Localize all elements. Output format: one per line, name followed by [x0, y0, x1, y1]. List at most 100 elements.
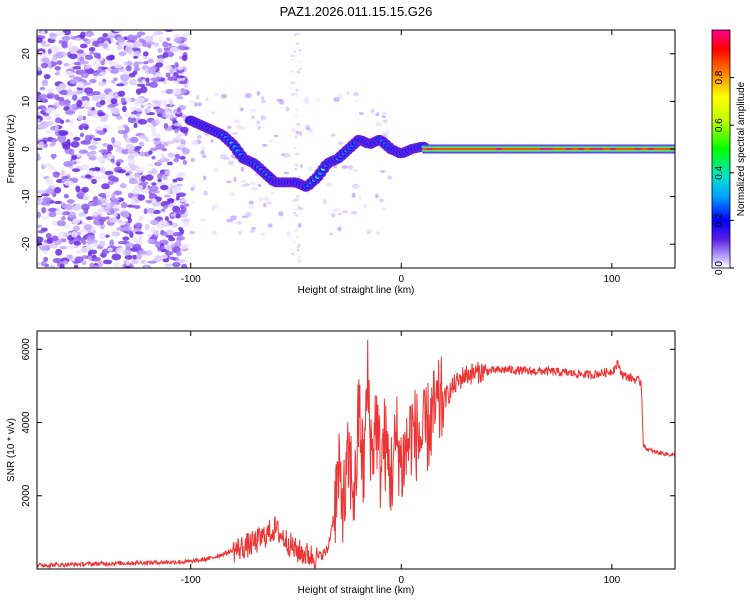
spectrogram-noise-blob — [95, 125, 103, 131]
spectrogram-noise-blob — [248, 200, 254, 205]
spectrogram-noise-blob — [127, 192, 133, 199]
spectrogram-noise-blob — [99, 99, 106, 106]
spectrogram-band-peak — [540, 148, 547, 150]
spectrogram-noise-blob — [159, 157, 169, 162]
spectrogram-noise-blob — [135, 88, 142, 95]
spectrogram-noise-blob — [190, 99, 195, 104]
spectrogram-noise-blob — [165, 140, 175, 145]
spectrogram-noise-blob — [116, 220, 123, 224]
spectrogram-noise-blob — [102, 259, 113, 265]
spectrogram-noise-blob — [93, 137, 102, 142]
spectrogram-noise-blob — [291, 70, 295, 73]
spectrogram-noise-blob — [110, 98, 118, 105]
spectrogram-noise-blob — [176, 107, 181, 113]
spectrogram-noise-blob — [46, 94, 53, 99]
spectrogram-noise-blob — [140, 175, 146, 182]
spectrogram-noise-blob — [160, 254, 168, 260]
spectrogram-noise-blob — [267, 223, 273, 228]
spectrogram-y-tick-label: 0 — [21, 146, 32, 152]
spectrogram-noise-blob — [134, 99, 139, 107]
spectrogram-noise-blob — [60, 119, 65, 124]
spectrogram-noise-blob — [249, 229, 255, 233]
spectrogram-y-tick-label: 10 — [21, 95, 32, 107]
spectrogram-noise-blob — [42, 163, 53, 168]
spectrogram-noise-blob — [73, 241, 82, 246]
spectrogram-noise-blob — [155, 76, 162, 81]
spectrogram-noise-blob — [120, 201, 128, 209]
spectrogram-noise-blob — [220, 93, 228, 99]
spectrogram-noise-blob — [37, 111, 41, 116]
spectrogram-noise-blob — [63, 160, 74, 167]
spectrogram-y-tick-label: -20 — [21, 237, 32, 252]
spectrogram-noise-blob — [129, 136, 139, 143]
spectrogram-band-peak — [609, 148, 616, 150]
spectrogram-noise-blob — [119, 183, 127, 189]
spectrogram-noise-blob — [261, 143, 268, 147]
spectrogram-noise-blob — [117, 169, 127, 174]
spectrogram-noise-blob — [63, 62, 70, 67]
spectrogram-noise-blob — [147, 260, 157, 264]
spectrogram-noise-blob — [92, 211, 99, 217]
spectrogram-noise-blob — [156, 58, 165, 64]
figure-title: PAZ1.2026.011.15.15.G26 — [280, 4, 433, 19]
spectrogram-noise-blob — [347, 165, 353, 171]
spectrogram-noise-blob — [43, 256, 49, 262]
spectrogram-noise-blob — [113, 30, 124, 33]
spectrogram-noise-blob — [78, 212, 86, 217]
spectrogram-noise-blob — [152, 121, 157, 127]
spectrogram-noise-blob — [66, 254, 73, 259]
spectrogram-noise-blob — [337, 226, 342, 232]
spectrogram-noise-blob — [69, 119, 74, 127]
spectrogram-noise-blob — [116, 115, 123, 120]
spectrogram-noise-blob — [144, 137, 150, 142]
spectrogram-noise-blob — [68, 53, 78, 60]
spectrogram-noise-blob — [140, 181, 149, 186]
spectrogram-band-peak — [426, 148, 433, 150]
spectrogram-noise-blob — [173, 139, 183, 143]
spectrogram-noise-blob — [107, 247, 113, 252]
spectrogram-noise-blob — [59, 245, 69, 250]
spectrogram-noise-blob — [148, 185, 159, 192]
spectrogram-noise-blob — [145, 82, 151, 87]
spectrogram-noise-blob — [147, 43, 152, 49]
spectrogram-noise-blob — [88, 46, 96, 52]
spectrogram-noise-blob — [48, 243, 58, 249]
spectrogram-noise-blob — [213, 168, 219, 173]
spectrogram-noise-blob — [142, 56, 148, 60]
spectrogram-noise-blob — [110, 69, 119, 74]
snr-x-tick-label: -100 — [181, 575, 201, 586]
spectrogram-noise-blob — [86, 152, 91, 157]
spectrogram-noise-blob — [298, 256, 302, 259]
spectrogram-noise-blob — [144, 35, 154, 42]
spectrogram-noise-blob — [116, 45, 123, 51]
spectrogram-noise-blob — [293, 211, 297, 215]
spectrogram-noise-blob — [134, 146, 142, 150]
spectrogram-noise-blob — [122, 212, 130, 218]
spectrogram-noise-blob — [67, 88, 73, 96]
spectrogram-noise-blob — [155, 143, 165, 150]
spectrogram-noise-blob — [138, 141, 145, 147]
spectrogram-noise-blob — [285, 153, 292, 158]
spectrogram-noise-blob — [37, 91, 42, 96]
spectrogram-noise-blob — [164, 251, 174, 256]
spectrogram-noise-blob — [127, 149, 135, 155]
spectrogram-noise-blob — [63, 224, 71, 229]
spectrogram-band-peak — [578, 148, 585, 150]
spectrogram-noise-blob — [151, 182, 157, 186]
spectrogram-noise-blob — [52, 192, 57, 198]
spectrogram-noise-blob — [118, 51, 127, 57]
spectrogram-noise-blob — [133, 205, 141, 209]
spectrogram-noise-blob — [172, 231, 182, 237]
spectrogram-band-peak — [565, 148, 572, 150]
spectrogram-noise-blob — [111, 136, 116, 144]
spectrogram-noise-blob — [55, 51, 64, 59]
spectrogram-noise-blob — [156, 173, 163, 180]
spectrogram-noise-blob — [150, 147, 158, 152]
spectrogram-noise-blob — [55, 209, 63, 215]
spectrogram-noise-blob — [40, 30, 46, 37]
spectrogram-noise-blob — [176, 131, 181, 138]
spectrogram-noise-blob — [106, 67, 112, 72]
spectrogram-noise-blob — [160, 184, 169, 191]
spectrogram-noise-blob — [105, 190, 112, 198]
